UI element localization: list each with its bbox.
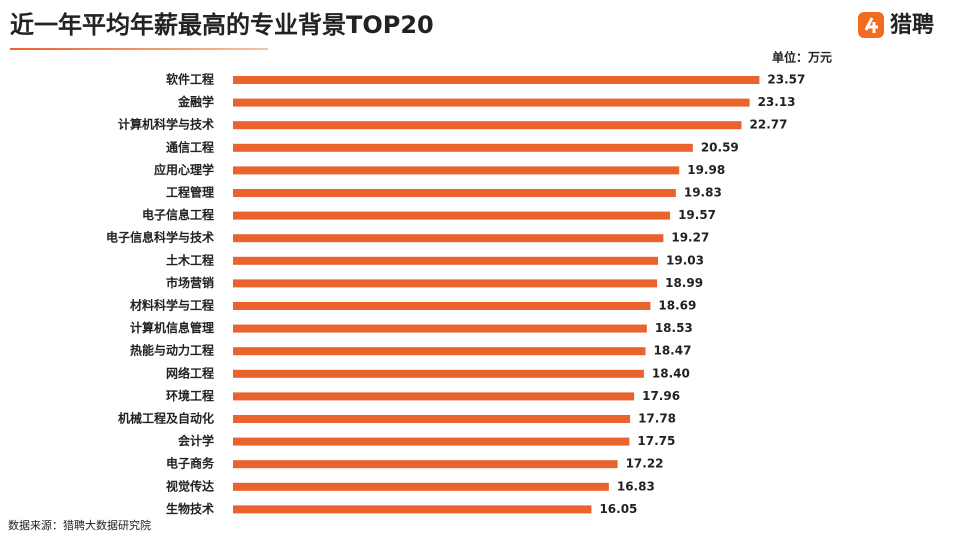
value-label: 18.40 bbox=[652, 366, 690, 380]
value-label: 19.27 bbox=[671, 231, 709, 245]
unit-label: 单位：万元 bbox=[772, 50, 832, 65]
category-label: 应用心理学 bbox=[154, 162, 214, 177]
category-label: 网络工程 bbox=[166, 365, 214, 380]
category-label: 市场营销 bbox=[166, 275, 214, 290]
category-label: 计算机信息管理 bbox=[130, 320, 214, 335]
value-label: 18.47 bbox=[653, 344, 691, 358]
bar bbox=[233, 211, 671, 220]
category-label: 环境工程 bbox=[166, 388, 214, 403]
category-label: 电子信息工程 bbox=[142, 207, 214, 222]
chart-title: 近一年平均年薪最高的专业背景TOP20 bbox=[10, 11, 434, 39]
value-label: 18.99 bbox=[665, 276, 703, 290]
value-label: 17.96 bbox=[642, 389, 680, 403]
value-label: 16.83 bbox=[617, 479, 655, 493]
bar bbox=[233, 347, 646, 356]
bar bbox=[233, 279, 658, 288]
category-label: 电子商务 bbox=[166, 456, 215, 471]
value-label: 19.03 bbox=[666, 253, 704, 267]
category-label: 软件工程 bbox=[166, 72, 214, 87]
category-label: 视觉传达 bbox=[166, 478, 214, 493]
value-label: 19.57 bbox=[678, 208, 716, 222]
bar bbox=[233, 324, 647, 333]
value-label: 18.53 bbox=[655, 321, 693, 335]
value-label: 20.59 bbox=[701, 140, 739, 154]
title-underline bbox=[10, 48, 268, 50]
value-label: 19.83 bbox=[684, 186, 722, 200]
bar bbox=[233, 98, 750, 107]
bar bbox=[233, 143, 693, 152]
value-label: 17.78 bbox=[638, 412, 676, 426]
bar bbox=[233, 505, 592, 514]
category-label: 热能与动力工程 bbox=[130, 343, 214, 358]
bar bbox=[233, 437, 630, 446]
category-label: 土木工程 bbox=[166, 252, 214, 267]
bar bbox=[233, 369, 644, 378]
category-label: 通信工程 bbox=[166, 139, 214, 154]
value-label: 18.69 bbox=[658, 299, 696, 313]
bar bbox=[233, 189, 676, 197]
category-label: 电子信息科学与技术 bbox=[106, 230, 214, 245]
bar bbox=[233, 234, 664, 243]
category-label: 工程管理 bbox=[166, 185, 214, 200]
source-note: 数据来源：猎聘大数据研究院 bbox=[8, 518, 151, 532]
value-label: 17.75 bbox=[637, 434, 675, 448]
bar bbox=[233, 302, 651, 310]
bar bbox=[233, 460, 618, 469]
bar bbox=[233, 392, 635, 401]
category-label: 金融学 bbox=[177, 94, 214, 109]
bar bbox=[233, 121, 742, 130]
category-label: 生物技术 bbox=[166, 501, 214, 516]
bar bbox=[233, 415, 631, 423]
bar bbox=[233, 166, 680, 175]
category-label: 会计学 bbox=[178, 433, 214, 448]
value-label: 19.98 bbox=[687, 163, 725, 177]
value-label: 23.13 bbox=[758, 95, 796, 109]
brand-icon bbox=[858, 12, 884, 38]
category-label: 机械工程及自动化 bbox=[118, 411, 214, 426]
bar bbox=[233, 256, 659, 265]
value-label: 23.57 bbox=[767, 73, 805, 87]
value-label: 17.22 bbox=[626, 457, 664, 471]
value-label: 22.77 bbox=[750, 118, 788, 132]
category-label: 材料科学与工程 bbox=[129, 298, 214, 313]
brand-icon-glyph bbox=[864, 17, 878, 33]
category-label: 计算机科学与技术 bbox=[118, 117, 214, 132]
brand-name: 猎聘 bbox=[890, 13, 934, 38]
bar bbox=[233, 76, 760, 84]
bar bbox=[233, 482, 609, 491]
value-label: 16.05 bbox=[599, 502, 637, 516]
